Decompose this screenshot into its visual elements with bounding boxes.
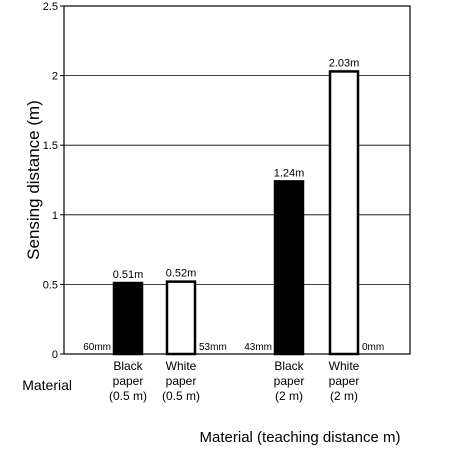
category-label-line: White [329, 359, 360, 373]
bar [112, 281, 144, 356]
category-label-line: paper [274, 374, 305, 388]
y-tick-label: 0 [52, 349, 58, 361]
y-tick-label: 1.5 [43, 140, 58, 152]
bars [112, 70, 360, 356]
bar [165, 280, 197, 356]
x-axis-title: Material (teaching distance m) [200, 429, 401, 446]
bar [328, 70, 360, 356]
bar-value-label: 1.24m [274, 167, 305, 179]
bar-value-label: 2.03m [329, 57, 360, 69]
category-label-line: Black [274, 359, 304, 373]
bar-base-label: 60mm [83, 342, 111, 353]
category-label-line: White [166, 359, 197, 373]
bar [273, 180, 305, 356]
category-label-line: Black [113, 359, 143, 373]
category-label-line: paper [113, 374, 144, 388]
y-axis-title: Sensing distance (m) [24, 100, 43, 260]
category-label-line: (2 m) [330, 389, 358, 403]
bar-base-label: 43mm [244, 342, 272, 353]
category-label-line: (2 m) [275, 389, 303, 403]
y-tick-label: 1 [52, 210, 58, 222]
bar-value-label: 0.51m [113, 269, 144, 281]
category-label-line: (0.5 m) [109, 389, 147, 403]
y-tick-label: 2 [52, 71, 58, 83]
bar-base-label: 0mm [362, 342, 384, 353]
bar-base-label: 53mm [199, 342, 227, 353]
category-label-line: (0.5 m) [162, 389, 200, 403]
y-tick-label: 0.5 [43, 279, 58, 291]
bar-labels: 0.51m 60mm 0.52m 53mm 1.24m 43mm 2.03m 0mm [83, 57, 384, 353]
category-label-line: paper [166, 374, 197, 388]
left-material-label: Material [22, 377, 72, 393]
y-axis-ticks: 0 0.5 1 1.5 2 2.5 [43, 1, 64, 361]
plot-frame [63, 5, 411, 355]
bar-value-label: 0.52m [166, 268, 197, 280]
category-label-line: paper [329, 374, 360, 388]
y-tick-label: 2.5 [43, 1, 58, 13]
